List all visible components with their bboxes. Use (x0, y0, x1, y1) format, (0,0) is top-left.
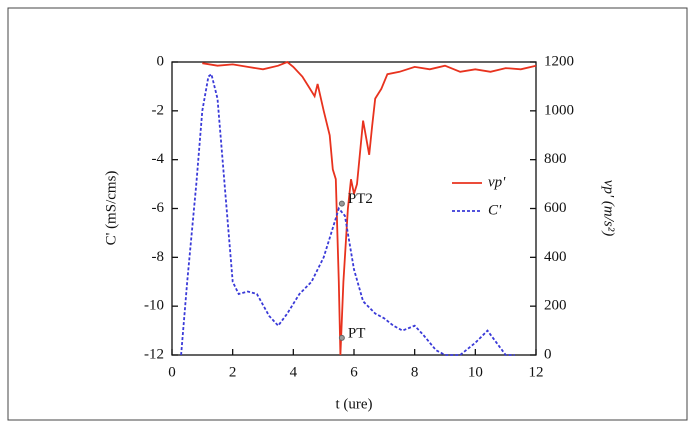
x-tick-label: 8 (411, 364, 419, 380)
legend-label: vp' (488, 174, 506, 190)
x-tick-label: 4 (290, 364, 298, 380)
x-tick-label: 12 (529, 364, 544, 380)
plot-frame (171, 61, 537, 356)
legend-label: C' (488, 202, 502, 218)
y2-tick-label: 600 (544, 200, 567, 216)
y2-tick-label: 1200 (544, 53, 574, 69)
annotation-marker (338, 334, 345, 341)
y-tick-label: -2 (152, 102, 165, 118)
annotation: PT2 (348, 191, 373, 207)
y-axis-label: C' (mS/cms) (103, 171, 119, 246)
data-line (202, 60, 537, 356)
x-tick-label: 6 (350, 364, 358, 380)
y-tick-label: -8 (152, 249, 165, 265)
y2-tick-label: 200 (544, 298, 567, 314)
y-tick-label: -10 (144, 298, 164, 314)
data-line (180, 72, 515, 356)
y-tick-label: -6 (152, 200, 165, 216)
y-tick-label: -4 (152, 151, 165, 167)
y2-tick-label: 400 (544, 249, 567, 265)
x-tick-label: 10 (468, 364, 483, 380)
x-tick-label: 0 (168, 364, 176, 380)
x-tick-label: 2 (229, 364, 237, 380)
y2-tick-label: 800 (544, 151, 567, 167)
annotation-marker (338, 200, 345, 207)
frame (7, 7, 688, 421)
annotation: PT (348, 325, 366, 341)
x-axis-label: t (ure) (335, 396, 372, 412)
y-tick-label: 0 (157, 53, 165, 69)
y2-axis-label: vp' (m/s²) (601, 180, 617, 236)
y2-tick-label: 1000 (544, 102, 574, 118)
y2-tick-label: 0 (544, 346, 552, 362)
y-tick-label: -12 (144, 346, 164, 362)
